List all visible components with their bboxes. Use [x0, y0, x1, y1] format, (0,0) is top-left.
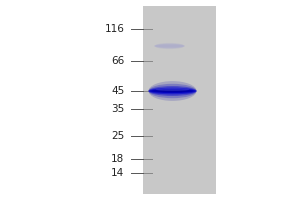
Ellipse shape — [148, 81, 196, 101]
Text: 116: 116 — [105, 24, 124, 34]
Ellipse shape — [148, 86, 196, 96]
Text: 45: 45 — [111, 86, 124, 96]
Text: 18: 18 — [111, 154, 124, 164]
Text: 35: 35 — [111, 104, 124, 114]
Text: 14: 14 — [111, 168, 124, 178]
Text: 66: 66 — [111, 56, 124, 66]
Ellipse shape — [153, 90, 192, 92]
Ellipse shape — [154, 45, 184, 47]
Ellipse shape — [148, 84, 196, 98]
Ellipse shape — [148, 88, 196, 94]
Bar — [142, 6, 216, 194]
Ellipse shape — [156, 88, 189, 91]
Ellipse shape — [150, 89, 195, 93]
Text: 25: 25 — [111, 131, 124, 141]
Ellipse shape — [154, 43, 184, 49]
Ellipse shape — [154, 44, 184, 48]
